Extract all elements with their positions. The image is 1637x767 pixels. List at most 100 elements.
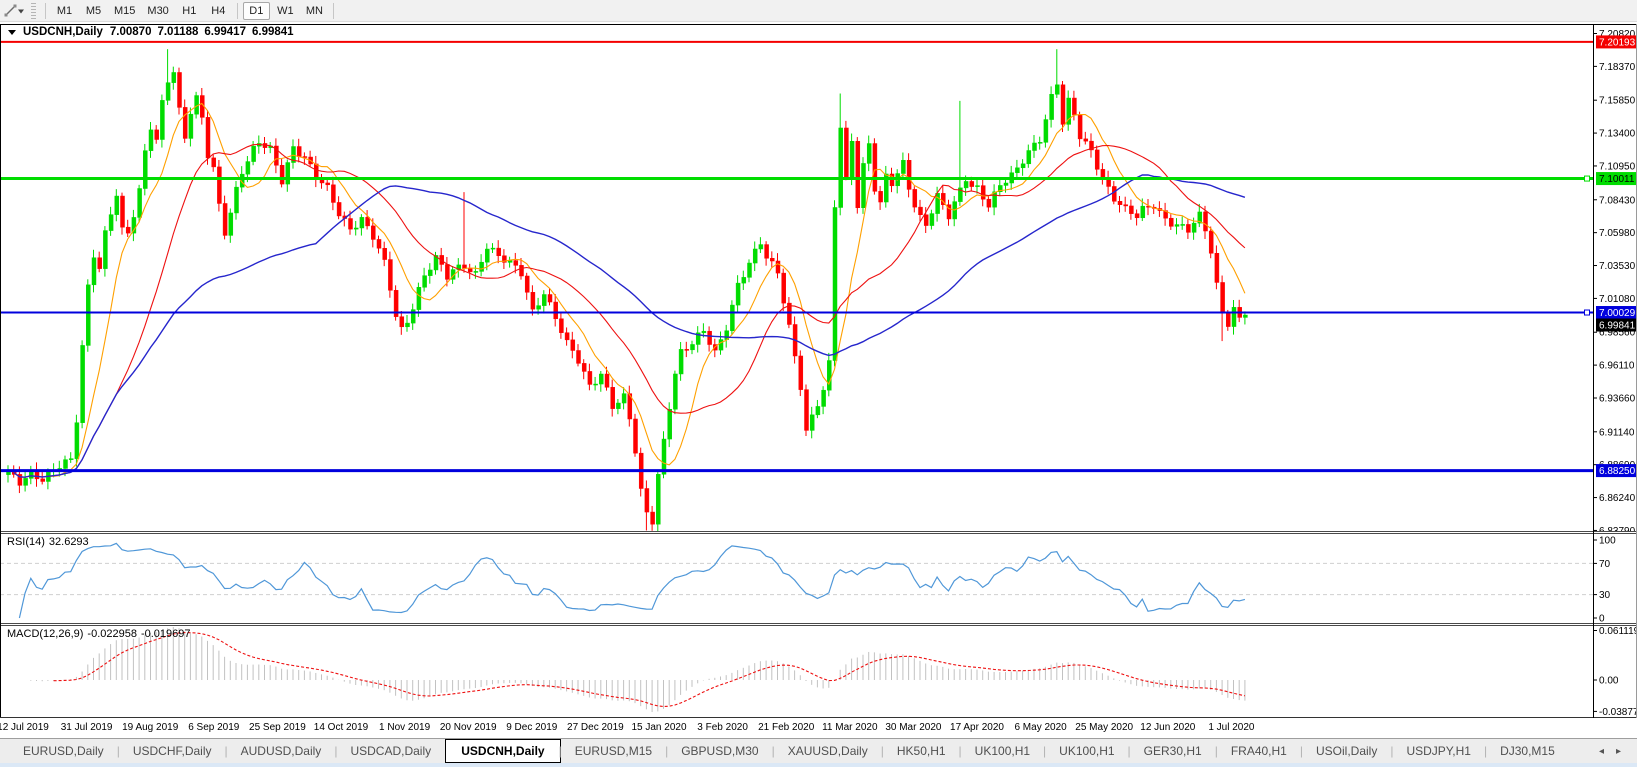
candle (963, 181, 969, 189)
candle (998, 185, 1003, 192)
candle (906, 160, 912, 190)
chart-tab-xauusd-daily[interactable]: XAUUSD,Daily (787, 744, 868, 758)
candle (393, 290, 399, 317)
line-handle[interactable] (1584, 175, 1590, 182)
candle (359, 217, 365, 229)
ma-line-55 (13, 174, 1246, 478)
candle (815, 406, 821, 416)
date-label: 17 Apr 2020 (950, 722, 1004, 733)
candle (376, 239, 382, 249)
candle (553, 301, 558, 320)
rsi-name: RSI(14) (7, 536, 45, 548)
chart-tab-gbpusd-m30[interactable]: GBPUSD,M30 (681, 744, 759, 758)
date-label: 12 Jul 2019 (0, 722, 49, 733)
date-label: 27 Dec 2019 (567, 722, 624, 733)
candle (502, 255, 507, 263)
candle (177, 72, 182, 108)
candle (1220, 282, 1225, 314)
chart-menu-icon[interactable] (8, 29, 16, 35)
tab-scroll-left-icon[interactable]: ◂ (1598, 745, 1604, 757)
macd-name: MACD(12,26,9) (7, 628, 84, 640)
candle (866, 143, 872, 164)
pane-separator[interactable] (0, 531, 1637, 534)
candle (365, 217, 370, 227)
candle (137, 188, 142, 218)
chart-tab-usdcad-daily[interactable]: USDCAD,Daily (350, 744, 432, 758)
candle (661, 438, 667, 475)
chart-tab-usdchf-daily[interactable]: USDCHF,Daily (132, 744, 212, 758)
timeframe-button-W1[interactable]: W1 (277, 4, 294, 17)
candle (205, 117, 211, 159)
price-tick-label: 6.96110 (1599, 361, 1635, 372)
date-label: 12 Jun 2020 (1140, 722, 1196, 733)
macd-main-value: -0.022958 (87, 628, 137, 640)
candle (690, 344, 695, 351)
macd-indicator-label: MACD(12,26,9) -0.022958 -0.019697 (7, 628, 195, 640)
chart-canvas[interactable]: 7.20820 7.18370 7.15850 7.13400 7.10950 7.084… (0, 24, 1637, 718)
chart-tab-eurusd-m15[interactable]: EURUSD,M15 (574, 744, 653, 758)
chart-tab-usdcnh-daily[interactable]: USDCNH,Daily (445, 739, 561, 763)
timeframe-button-D1[interactable]: D1 (242, 1, 270, 20)
tab-scroll-right-icon[interactable]: ▸ (1615, 745, 1621, 757)
toolbar-separator (332, 2, 334, 19)
timeframe-button-H4[interactable]: H4 (211, 4, 226, 17)
candle (627, 393, 633, 420)
candle (388, 259, 393, 291)
pane-separator[interactable] (0, 623, 1637, 626)
candle (775, 260, 781, 274)
timeframe-button-M1[interactable]: M1 (56, 4, 73, 17)
candle (1191, 222, 1197, 233)
date-label: 21 Feb 2020 (758, 722, 815, 733)
line-handle[interactable] (1584, 309, 1590, 316)
chart-tab-usoil-daily[interactable]: USOil,Daily (1315, 744, 1378, 758)
line-tool-icon[interactable] (3, 3, 25, 19)
candle (1129, 205, 1134, 214)
candle (958, 187, 963, 202)
candle (410, 309, 416, 324)
candle (291, 146, 296, 163)
rsi-tick-label: 30 (1599, 590, 1611, 601)
date-label: 9 Dec 2019 (506, 722, 558, 733)
chart-tab-dj30-m15[interactable]: DJ30,M15 (1500, 744, 1555, 758)
timeframe-button-H1[interactable]: H1 (182, 4, 197, 17)
candle (975, 185, 980, 187)
candle (1163, 210, 1168, 219)
low-value: 6.99417 (204, 26, 246, 38)
rsi-value: 32.6293 (48, 536, 89, 548)
candle (804, 389, 809, 431)
chart-tab-ger30-h1[interactable]: GER30,H1 (1143, 744, 1202, 758)
timeframe-button-M15[interactable]: M15 (114, 4, 136, 17)
timeframe-button-M5[interactable]: M5 (85, 4, 102, 17)
toolbar-grip[interactable] (31, 2, 36, 19)
candle (781, 272, 786, 304)
timeframe-button-M30[interactable]: M30 (147, 4, 169, 17)
chart-tab-hk50-h1[interactable]: HK50,H1 (896, 744, 946, 758)
chart-tab-uk100-h1[interactable]: UK100,H1 (974, 744, 1031, 758)
candle (114, 195, 120, 215)
candle (1186, 224, 1191, 233)
price-tick-label: 7.05980 (1599, 228, 1636, 239)
chart-tab-audusd-daily[interactable]: AUDUSD,Daily (240, 744, 322, 758)
candle (1032, 142, 1037, 151)
macd-signal-line (53, 632, 1246, 708)
chart-tab-usdjpy-h1[interactable]: USDJPY,H1 (1406, 744, 1471, 758)
price-tick-label: 7.18370 (1599, 62, 1636, 73)
candle (581, 363, 587, 372)
candle (405, 322, 410, 328)
candle (884, 173, 889, 203)
chart-tab-uk100-h1[interactable]: UK100,H1 (1059, 744, 1115, 758)
tab-separator: | (224, 744, 228, 758)
chart-tab-eurusd-daily[interactable]: EURUSD,Daily (23, 744, 104, 758)
candle (513, 260, 519, 266)
candle (131, 217, 137, 234)
tab-separator: | (880, 744, 884, 758)
candle (1123, 204, 1128, 207)
candle (593, 383, 598, 386)
candle (228, 212, 234, 236)
timeframe-button-MN[interactable]: MN (305, 4, 323, 17)
candle (1243, 314, 1248, 318)
chart-tab-fra40-h1[interactable]: FRA40,H1 (1230, 744, 1287, 758)
candle (1015, 167, 1020, 173)
candle (855, 141, 861, 208)
candle (707, 330, 712, 345)
